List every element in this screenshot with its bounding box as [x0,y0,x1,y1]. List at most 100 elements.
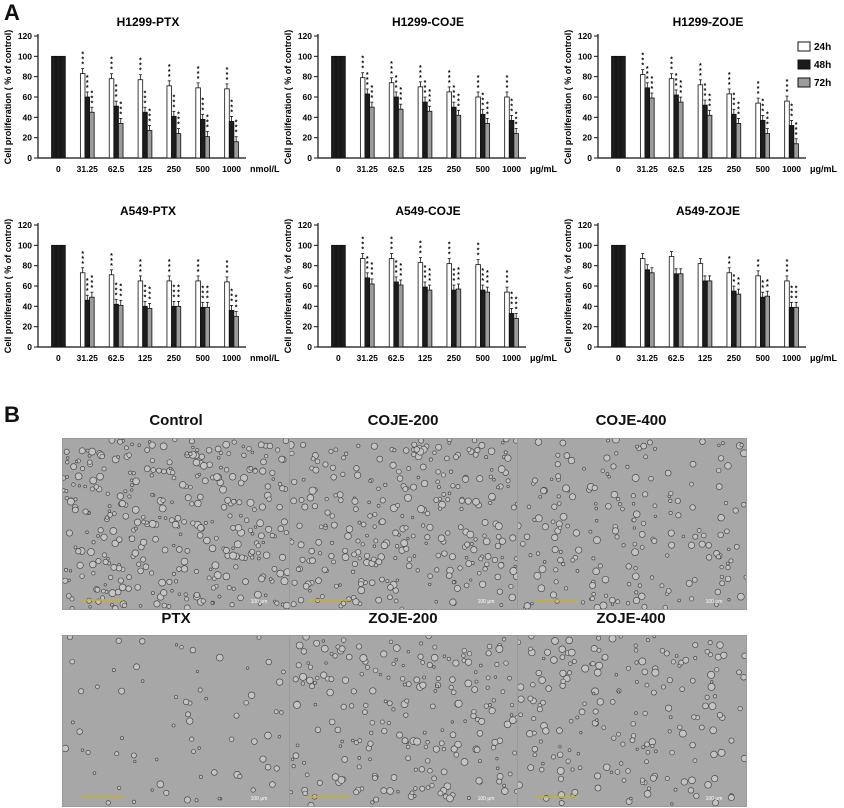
cell-blob [259,755,267,763]
cell-blob [76,561,84,569]
bar-24h [166,280,172,348]
cell-blob [250,450,255,455]
cell-blob [664,776,670,781]
cell-blob [545,685,552,692]
cell-blob [496,773,504,780]
cell-blob [570,557,576,563]
significance-star: * [510,291,513,298]
cell-blob [231,586,236,591]
significance-star: * [91,95,94,102]
cell-blob [389,461,397,469]
cell-blob [242,578,249,585]
significance-star: * [675,83,678,90]
bar-48h [113,303,119,348]
cell-blob [508,583,514,590]
cell-blob [338,497,344,503]
cell-blob [78,447,86,455]
cell-blob [484,561,490,567]
significance-star: * [457,277,460,284]
cell-blob [417,505,425,514]
bar-24h [224,281,230,348]
y-tick-label: 120 [578,220,592,230]
significance-star: * [646,71,649,78]
cell-blob [197,524,205,532]
cell-blob [373,563,378,568]
bar-48h [228,121,235,159]
cell-blob [580,600,586,605]
cell-blob [663,650,670,657]
cell-blob [532,517,537,522]
bar-72h [204,306,211,348]
significance-star: * [201,97,204,104]
significance-star: * [761,98,764,105]
cell-blob [390,774,398,781]
significance-star: * [148,119,151,126]
cell-blob [422,730,427,735]
cell-blob [338,583,342,587]
cell-blob [276,503,283,511]
cell-blob [331,773,340,781]
cell-blob [193,591,200,599]
significance-star: * [371,85,374,92]
cell-blob [534,514,543,523]
bar-24h [668,78,675,159]
bar-24h [668,256,675,348]
bar-24h [417,86,424,159]
cell-blob [607,475,611,479]
cell-blob [177,592,182,596]
cell-blob [478,442,486,449]
cell-blob [490,745,497,751]
cell-blob [523,533,531,540]
significance-star: * [110,67,113,74]
significance-star: * [481,92,484,99]
cell-blob [557,525,563,530]
cell-blob [353,740,359,745]
cell-blob [428,457,433,462]
cell-blob [321,639,326,643]
significance-star: * [201,295,204,302]
cell-blob [513,564,517,569]
cell-blob [386,720,391,726]
cell-blob [500,689,506,695]
cell-blob [692,642,699,649]
x-tick-label: 500 [756,164,770,174]
significance-star: * [139,259,142,266]
cell-blob [467,651,473,657]
significance-star: * [361,61,364,68]
cell-blob [599,601,608,609]
significance-star: * [86,283,89,290]
cell-blob [441,550,448,557]
significance-star: * [732,274,735,281]
cell-blob [329,540,334,545]
cell-blob [293,701,301,709]
bar-72h [620,55,626,159]
cell-blob [92,771,97,775]
cell-blob [575,715,580,720]
legend-swatch-48h [797,59,811,70]
cell-blob [130,483,134,487]
cell-blob [166,604,172,609]
significance-star: * [515,117,518,124]
significance-star: * [110,62,113,69]
cell-blob [353,465,360,472]
cell-blob [315,539,323,546]
cell-blob [567,648,576,657]
y-tick-label: 100 [18,51,32,61]
cell-blob [302,790,308,797]
cell-blob [158,578,166,587]
cell-blob [495,766,500,770]
significance-star: * [399,268,402,275]
cell-blob [213,535,219,541]
significance-star: * [371,272,374,279]
x-tick-label: 0 [616,164,621,174]
cell-blob [689,460,697,468]
cell-blob [567,456,576,465]
bar-24h [611,55,617,159]
cell-blob [406,466,412,471]
bar-72h [89,296,95,348]
cell-blob [668,498,673,503]
cell-blob [156,780,165,789]
cell-blob [214,445,222,453]
cell-blob [653,514,657,518]
cell-blob [295,662,302,669]
